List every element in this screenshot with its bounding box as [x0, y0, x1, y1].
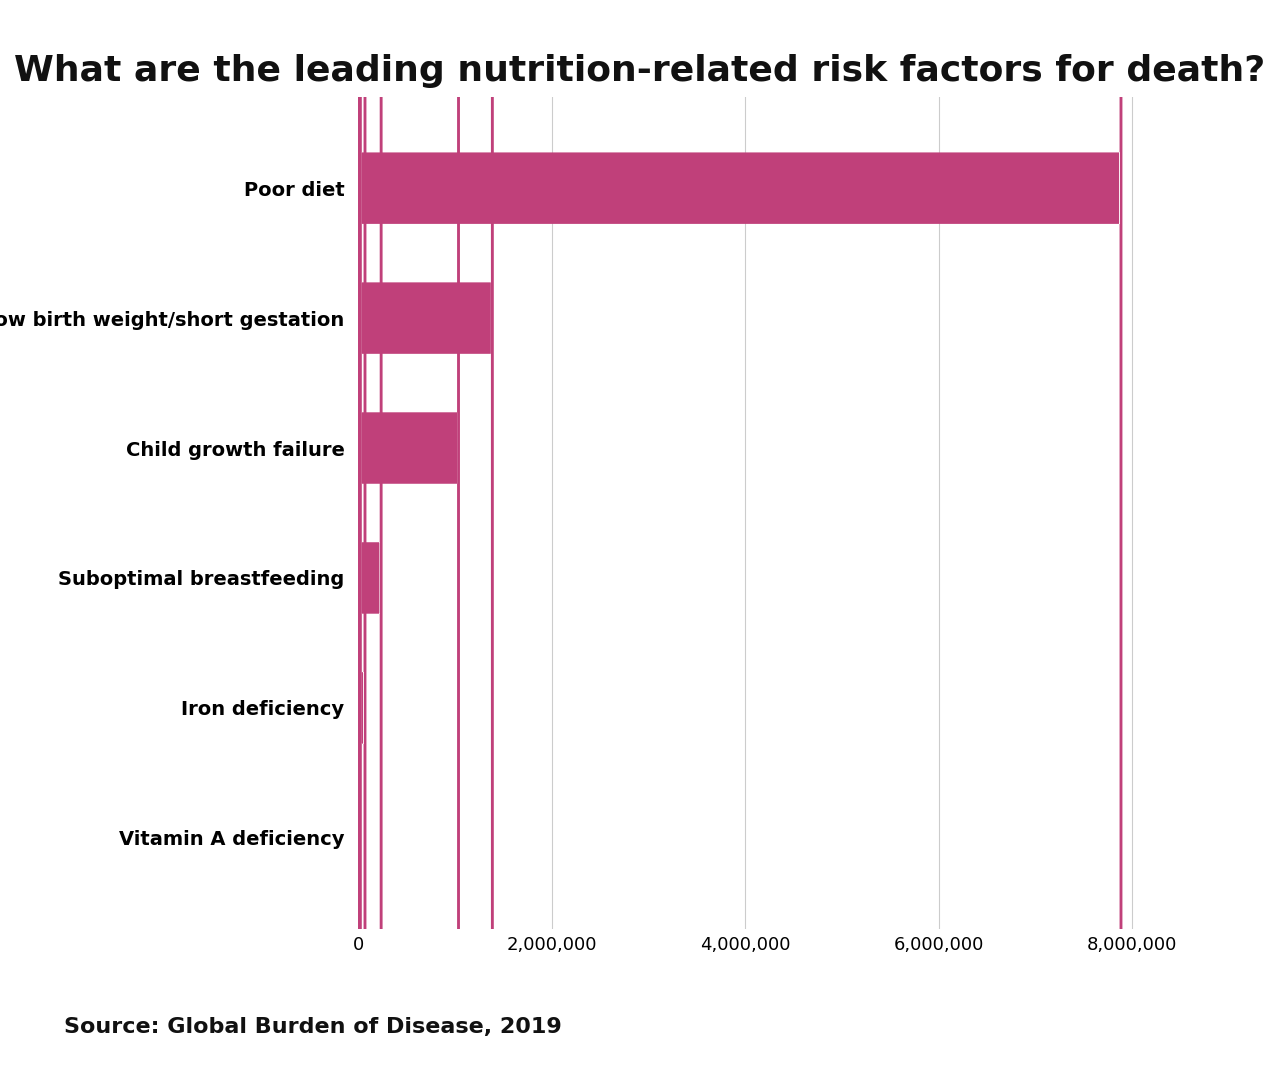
Bar [358, 802, 361, 874]
FancyBboxPatch shape [358, 0, 460, 1080]
FancyBboxPatch shape [358, 0, 366, 1080]
FancyBboxPatch shape [358, 0, 1123, 1080]
Text: What are the leading nutrition-related risk factors for death?: What are the leading nutrition-related r… [14, 54, 1266, 87]
Text: Source: Global Burden of Disease, 2019: Source: Global Burden of Disease, 2019 [64, 1016, 562, 1037]
FancyBboxPatch shape [358, 0, 494, 1080]
FancyBboxPatch shape [358, 0, 383, 1080]
